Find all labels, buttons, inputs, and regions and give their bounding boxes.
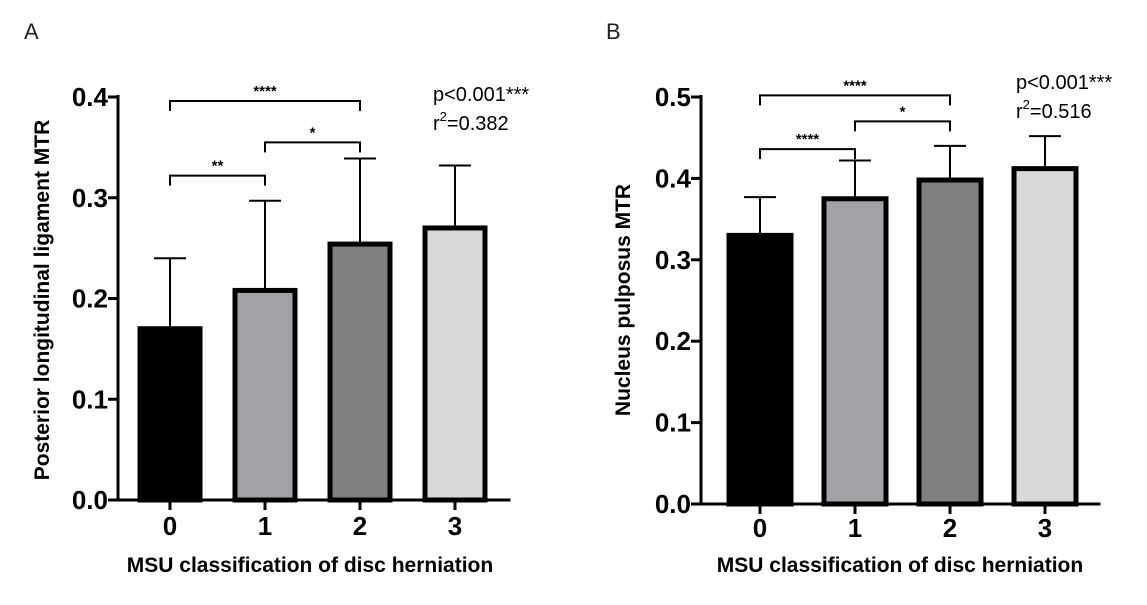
- panel-letter-b: B: [606, 19, 621, 44]
- y-tick-label: 0.1: [72, 384, 108, 414]
- x-axis-title: MSU classification of disc herniation: [127, 554, 493, 577]
- significance-label: ****: [253, 83, 277, 100]
- y-tick-label: 0.0: [72, 485, 108, 515]
- y-tick-label: 0.1: [655, 408, 691, 438]
- significance-label: ****: [843, 77, 867, 94]
- r-squared-text: r2=0.382: [433, 109, 509, 135]
- significance-label: *: [310, 124, 316, 141]
- r-squared-superscript: 2: [1023, 97, 1030, 112]
- p-value-text: p<0.001***: [433, 84, 529, 106]
- panel-letter-a: A: [24, 19, 39, 44]
- x-tick-label: 0: [163, 511, 177, 541]
- x-tick-label: 1: [848, 513, 862, 543]
- y-axis-title: Nucleus pulposus MTR: [612, 184, 635, 416]
- y-tick-label: 0.0: [655, 489, 691, 519]
- y-tick-label: 0.2: [72, 284, 108, 314]
- x-tick-label: 2: [353, 511, 367, 541]
- significance-label: ****: [796, 131, 820, 148]
- significance-bracket: [759, 94, 951, 106]
- panel-a: A Posterior longitudinal ligament MTR MS…: [24, 19, 529, 577]
- bar-category-2: [916, 177, 984, 507]
- r-squared-value: =0.382: [447, 113, 509, 135]
- significance-bracket: [169, 174, 266, 186]
- r-squared-superscript: 2: [440, 109, 447, 124]
- significance-bracket: [759, 148, 856, 160]
- x-tick-label: 2: [943, 513, 957, 543]
- bar-category-0: [137, 326, 203, 503]
- plot-area: 0.00.10.20.30.40.50 1 2 3*********: [655, 77, 1101, 543]
- y-tick-label: 0.5: [655, 82, 691, 112]
- bar-category-3: [422, 225, 488, 503]
- bar-category-3: [1011, 166, 1079, 507]
- x-tick-label: 3: [448, 511, 462, 541]
- r-squared-prefix: r: [433, 113, 440, 135]
- y-tick-label: 0.4: [655, 163, 692, 193]
- x-tick-label: 3: [1038, 513, 1052, 543]
- y-tick-label: 0.3: [72, 183, 108, 213]
- x-tick-label: 1: [258, 511, 272, 541]
- r-squared-text: r2=0.516: [1016, 97, 1092, 123]
- bar-category-0: [726, 232, 794, 507]
- r-squared-value: =0.516: [1030, 101, 1092, 123]
- p-value-text: p<0.001***: [1016, 72, 1112, 94]
- significance-bracket: [854, 120, 951, 132]
- y-axis-title: Posterior longitudinal ligament MTR: [31, 120, 54, 481]
- bar-category-2: [327, 241, 393, 503]
- significance-bracket: [264, 141, 361, 153]
- significance-label: *: [900, 103, 906, 120]
- significance-bracket: [169, 100, 361, 112]
- plot-area: 0.00.10.20.30.40 1 2 3*******: [72, 82, 511, 541]
- bar-category-1: [232, 287, 298, 503]
- y-tick-label: 0.3: [655, 245, 691, 275]
- panel-b: B Nucleus pulposus MTR MSU classificatio…: [606, 19, 1112, 577]
- x-axis-title: MSU classification of disc herniation: [717, 554, 1083, 577]
- r-squared-prefix: r: [1016, 101, 1023, 123]
- significance-label: **: [212, 158, 224, 175]
- x-tick-label: 0: [753, 513, 767, 543]
- y-tick-label: 0.2: [655, 326, 691, 356]
- y-tick-label: 0.4: [72, 82, 109, 112]
- bar-category-1: [821, 196, 889, 507]
